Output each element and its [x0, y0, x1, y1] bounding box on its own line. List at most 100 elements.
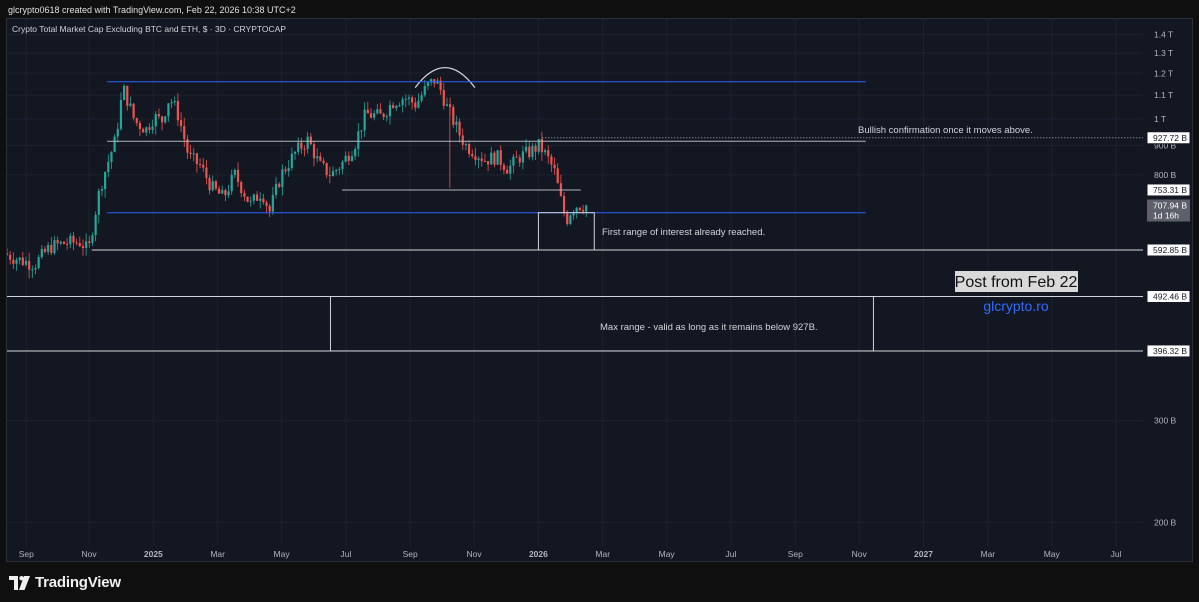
y-tick-label: 1.4 T	[1154, 30, 1173, 40]
x-tick-label: 2027	[914, 549, 933, 559]
candle-body	[528, 146, 531, 157]
candle-body	[135, 118, 138, 123]
x-tick-label: Nov	[81, 549, 97, 559]
x-tick-label: Sep	[788, 549, 803, 559]
candle-body	[319, 156, 322, 161]
candle-body	[420, 95, 423, 101]
price-label-bg	[1146, 290, 1191, 304]
candle-body	[559, 183, 562, 196]
candle-body	[562, 195, 566, 214]
candle-body	[192, 153, 195, 155]
attribution-text: glcrypto0618 created with TradingView.co…	[8, 5, 296, 15]
price-label: 492.46 B	[1153, 292, 1187, 302]
candle-body	[474, 156, 477, 160]
candle-body	[480, 158, 483, 162]
candle-body	[347, 155, 350, 161]
candle-body	[483, 161, 487, 163]
candle-body	[18, 257, 21, 261]
candle-body	[521, 151, 525, 163]
candle-body	[411, 97, 414, 103]
candle-body	[119, 100, 123, 129]
candle-body	[543, 150, 547, 153]
y-tick-label: 800 B	[1154, 170, 1177, 180]
x-tick-label: 2026	[529, 549, 548, 559]
chart-title: Crypto Total Market Cap Excluding BTC an…	[12, 24, 286, 34]
candle-body	[189, 152, 192, 154]
candle-body	[148, 127, 151, 130]
candle-body	[455, 121, 458, 125]
chart-frame[interactable]: Crypto Total Market Cap Excluding BTC an…	[5, 18, 1193, 562]
candle-body	[15, 260, 18, 264]
y-tick-label: 1.3 T	[1154, 48, 1173, 58]
candle-body	[449, 104, 452, 107]
candle-body	[569, 215, 572, 224]
candle-body	[5, 253, 9, 255]
candle-body	[376, 109, 379, 114]
candle-body	[151, 126, 154, 130]
candle-body	[369, 113, 373, 118]
candle-body	[31, 269, 34, 271]
candle-body	[464, 144, 468, 146]
candle-body	[271, 194, 274, 212]
candle-body	[585, 205, 588, 212]
candle-body	[53, 240, 56, 254]
tradingview-brand[interactable]: TradingView	[9, 574, 121, 591]
candle-body	[382, 113, 385, 118]
candle-body	[572, 212, 575, 216]
candle-body	[100, 189, 104, 191]
candle-body	[9, 254, 12, 260]
candle-body	[417, 100, 420, 108]
candle-body	[550, 156, 553, 165]
x-tick-label: Sep	[19, 549, 34, 559]
candle-body	[274, 183, 278, 195]
max-range-box	[329, 296, 874, 352]
candle-body	[170, 102, 173, 104]
candle-body	[224, 190, 227, 196]
candle-body	[328, 175, 331, 177]
y-tick-label: 1 T	[1154, 114, 1166, 124]
candle-body	[141, 128, 145, 133]
candle-body	[496, 150, 499, 165]
x-tick-label: Nov	[467, 549, 483, 559]
candle-body	[531, 145, 534, 157]
candle-body	[157, 114, 161, 117]
candle-body	[66, 243, 69, 245]
candle-body	[287, 167, 290, 172]
candle-body	[331, 171, 335, 177]
price-chart[interactable]: Crypto Total Market Cap Excluding BTC an…	[5, 19, 1192, 561]
candle-body	[486, 161, 490, 165]
candle-body	[205, 167, 208, 179]
x-tick-label: May	[659, 549, 676, 559]
first-range-note: First range of interest already reached.	[602, 227, 765, 238]
candle-body	[62, 241, 66, 244]
candle-body	[183, 126, 186, 140]
candle-body	[312, 144, 316, 159]
candle-body	[75, 242, 78, 244]
x-tick-label: 2025	[144, 549, 163, 559]
y-tick-label: 200 B	[1154, 517, 1177, 527]
candle-body	[360, 130, 363, 132]
candle-body	[246, 196, 249, 202]
tradingview-wordmark: TradingView	[35, 574, 121, 591]
candle-body	[357, 131, 360, 150]
candle-body	[113, 136, 116, 153]
candle-body	[392, 104, 395, 109]
candle-body	[379, 109, 382, 114]
x-tick-label: May	[274, 549, 291, 559]
y-tick-label: 300 B	[1154, 416, 1177, 426]
candle-body	[12, 259, 15, 264]
candle-body	[240, 181, 243, 194]
first-range-box	[537, 212, 595, 251]
price-label: 396.32 B	[1153, 346, 1187, 356]
candle-body	[575, 207, 578, 213]
candle-body	[293, 151, 297, 154]
price-label-bg	[1146, 243, 1191, 257]
candle-body	[414, 102, 417, 108]
candle-body	[138, 122, 142, 129]
x-tick-label: Sep	[403, 549, 418, 559]
post-badge-bg	[955, 271, 1078, 292]
candle-body	[505, 169, 509, 174]
candle-body	[566, 213, 569, 224]
candle-body	[233, 169, 236, 175]
candle-body	[176, 101, 180, 121]
